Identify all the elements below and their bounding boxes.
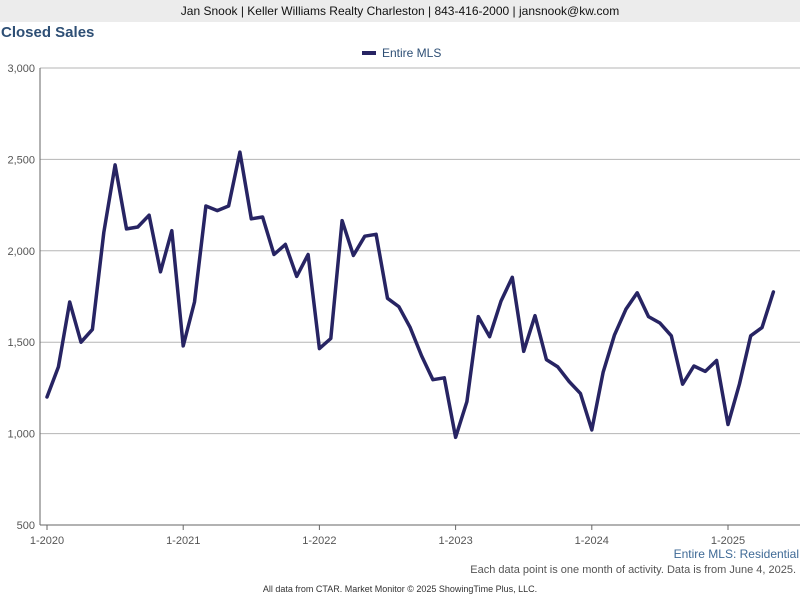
series-layer: [45, 150, 776, 440]
x-tick-label: 1-2022: [302, 535, 336, 547]
x-tick-label: 1-2021: [166, 535, 200, 547]
x-tick-label: 1-2025: [711, 535, 745, 547]
x-tick-label: 1-2020: [30, 535, 64, 547]
legend: Entire MLS: [362, 46, 441, 60]
source-footer: All data from CTAR. Market Monitor © 202…: [262, 584, 538, 594]
series-description: Entire MLS: Residential: [673, 547, 799, 561]
x-tick-label: 1-2023: [438, 535, 472, 547]
y-tick-label: 2,500: [7, 154, 35, 166]
y-tick-label: 2,000: [7, 246, 35, 258]
y-tick-label: 500: [17, 520, 35, 532]
legend-swatch: [362, 51, 376, 55]
x-tick-label: 1-2024: [575, 535, 609, 547]
contact-header: Jan Snook | Keller Williams Realty Charl…: [0, 0, 800, 22]
y-tick-label: 1,000: [7, 429, 35, 441]
y-tick-label: 1,500: [7, 337, 35, 349]
axes: 500 1,000 1,500 2,000 2,500 3,000 1-2020 1-2021…: [7, 63, 800, 547]
legend-label: Entire MLS: [382, 46, 442, 60]
series-line-entire-mls: [45, 150, 776, 440]
chart-title: Closed Sales: [1, 24, 95, 41]
contact-line: Jan Snook | Keller Williams Realty Charl…: [180, 4, 620, 18]
y-tick-label: 3,000: [7, 63, 35, 75]
data-note: Each data point is one month of activity…: [470, 564, 796, 576]
